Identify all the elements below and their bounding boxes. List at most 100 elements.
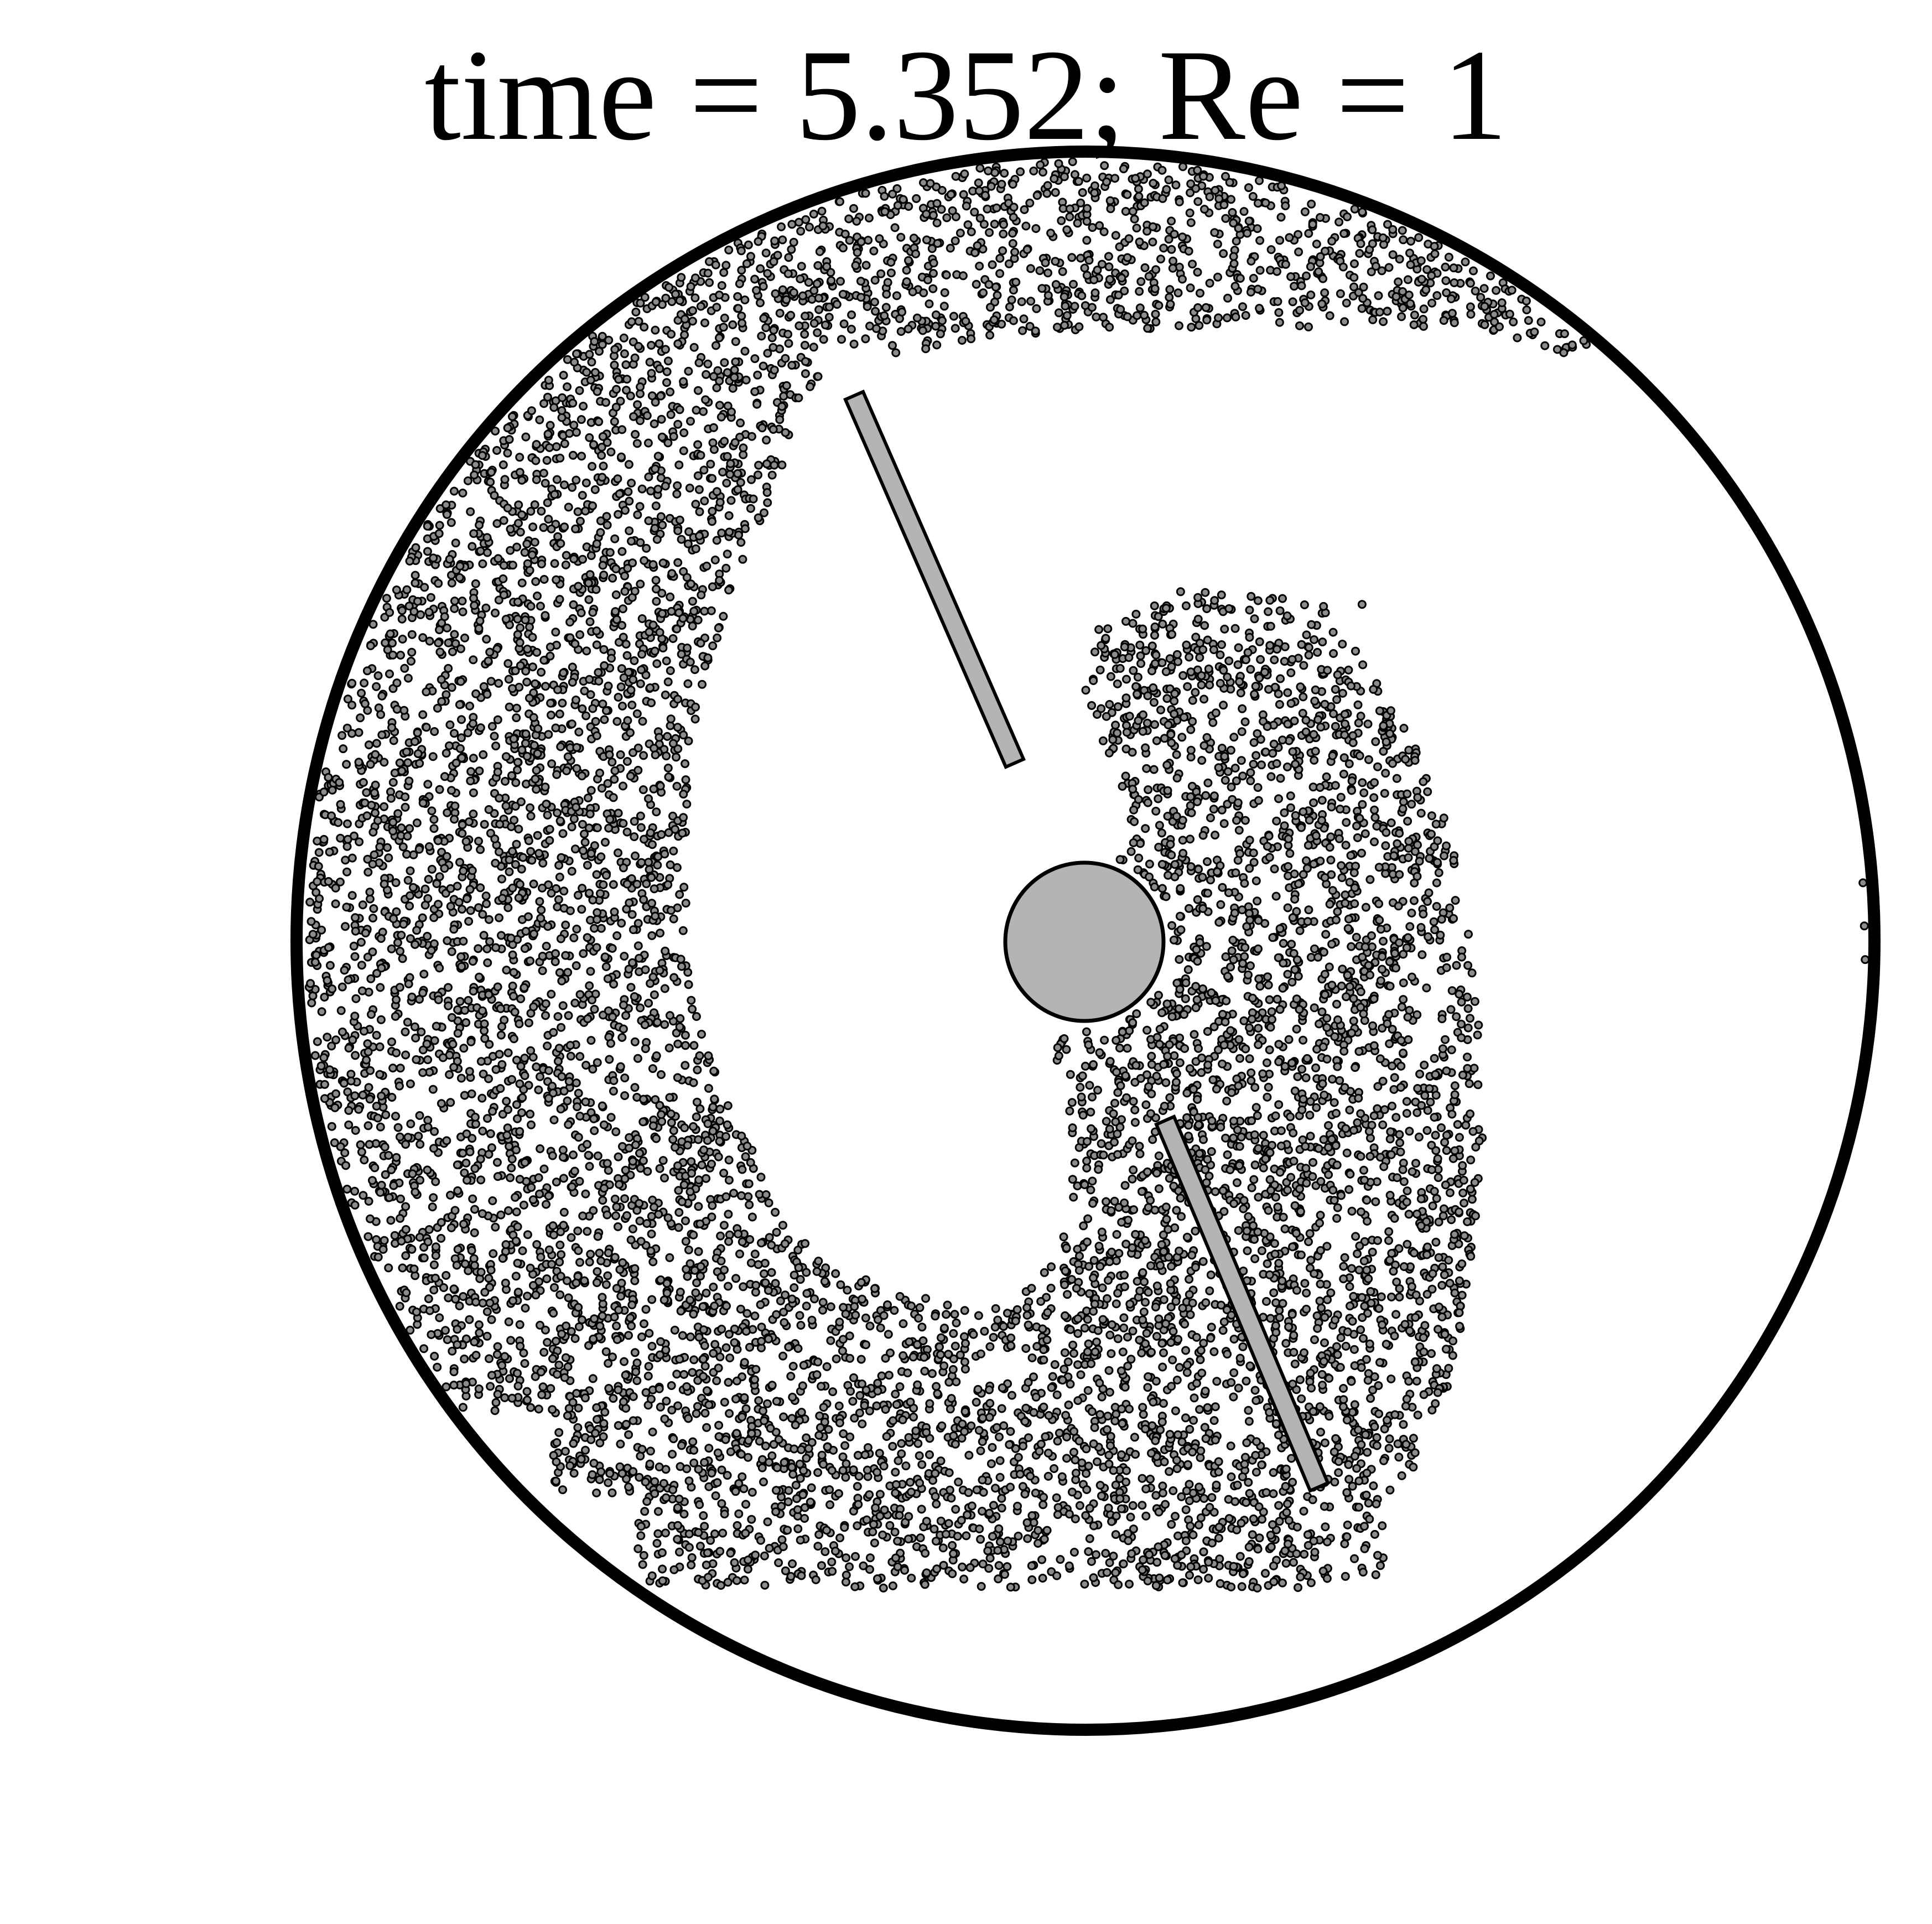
tracer-particle bbox=[617, 547, 627, 556]
tracer-particle bbox=[915, 1303, 925, 1313]
tracer-particle bbox=[705, 278, 714, 287]
tracer-particle bbox=[886, 268, 896, 278]
tracer-particle bbox=[517, 1108, 526, 1117]
tracer-particle bbox=[509, 1034, 518, 1044]
tracer-particle bbox=[1223, 767, 1233, 776]
tracer-particle bbox=[793, 1344, 803, 1353]
tracer-particle bbox=[1156, 1425, 1165, 1434]
tracer-particle bbox=[1067, 1275, 1077, 1284]
tracer-particle bbox=[531, 1290, 541, 1300]
tracer-particle bbox=[1119, 1313, 1129, 1323]
tracer-particle bbox=[1100, 161, 1109, 170]
tracer-particle bbox=[1194, 1482, 1204, 1492]
tracer-particle bbox=[1263, 1092, 1272, 1102]
tracer-particle bbox=[964, 1450, 974, 1460]
tracer-particle bbox=[464, 995, 473, 1005]
tracer-particle bbox=[1142, 764, 1151, 773]
tracer-particle bbox=[485, 1040, 494, 1049]
tracer-particle bbox=[700, 661, 710, 671]
tracer-particle bbox=[1181, 994, 1190, 1003]
tracer-particle bbox=[573, 890, 583, 900]
tracer-particle bbox=[1229, 733, 1239, 742]
tracer-particle bbox=[593, 1267, 602, 1276]
tracer-particle bbox=[855, 1408, 864, 1418]
tracer-particle bbox=[1433, 1154, 1442, 1163]
tracer-particle bbox=[1310, 1003, 1319, 1013]
tracer-particle bbox=[1083, 1214, 1093, 1223]
tracer-particle bbox=[780, 1318, 789, 1327]
tracer-particle bbox=[596, 516, 605, 526]
tracer-particle bbox=[358, 1091, 367, 1100]
tracer-particle bbox=[465, 701, 474, 711]
tracer-particle bbox=[820, 320, 830, 330]
tracer-particle bbox=[1470, 997, 1479, 1006]
tracer-particle bbox=[1143, 691, 1152, 701]
tracer-particle bbox=[1374, 1409, 1384, 1418]
tracer-particle bbox=[1450, 278, 1459, 287]
tracer-particle bbox=[390, 1231, 399, 1240]
tracer-particle bbox=[636, 382, 645, 392]
tracer-particle bbox=[392, 1048, 401, 1057]
tracer-particle bbox=[736, 246, 746, 256]
tracer-particle bbox=[765, 1233, 774, 1242]
tracer-particle bbox=[1156, 255, 1165, 264]
tracer-particle bbox=[1005, 302, 1014, 312]
tracer-particle bbox=[1432, 291, 1442, 300]
tracer-particle bbox=[630, 832, 639, 842]
tracer-particle bbox=[702, 1386, 711, 1396]
tracer-particle bbox=[1416, 256, 1426, 266]
tracer-particle bbox=[490, 732, 499, 741]
tracer-particle bbox=[558, 1145, 568, 1155]
tracer-particle bbox=[1227, 1582, 1236, 1591]
tracer-particle bbox=[535, 415, 544, 424]
tracer-particle bbox=[960, 1332, 969, 1341]
tracer-particle bbox=[679, 813, 688, 822]
tracer-particle bbox=[1120, 1382, 1130, 1392]
tracer-particle bbox=[1069, 1448, 1078, 1457]
tracer-particle bbox=[731, 337, 740, 346]
tracer-particle bbox=[1007, 295, 1016, 304]
tracer-particle bbox=[1382, 1340, 1391, 1349]
tracer-particle bbox=[1318, 637, 1327, 647]
tracer-particle bbox=[1298, 709, 1307, 718]
tracer-particle bbox=[813, 1468, 823, 1477]
tracer-particle bbox=[1373, 1104, 1382, 1113]
tracer-particle bbox=[1286, 699, 1296, 708]
tracer-particle bbox=[508, 684, 517, 693]
tracer-particle bbox=[541, 782, 550, 792]
tracer-particle bbox=[1043, 1471, 1053, 1481]
tracer-particle bbox=[1341, 841, 1351, 850]
tracer-particle bbox=[483, 1114, 492, 1123]
tracer-particle bbox=[1288, 1242, 1297, 1252]
tracer-particle bbox=[1270, 655, 1279, 665]
tracer-particle bbox=[1352, 1464, 1362, 1473]
tracer-particle bbox=[1434, 1325, 1443, 1334]
tracer-particle bbox=[536, 601, 545, 611]
tracer-particle bbox=[991, 1484, 1000, 1493]
tracer-particle bbox=[616, 1439, 625, 1449]
tracer-particle bbox=[991, 1304, 1000, 1313]
tracer-particle bbox=[972, 1398, 981, 1407]
tracer-particle bbox=[658, 1156, 668, 1165]
tracer-particle bbox=[1094, 1242, 1104, 1251]
tracer-particle bbox=[805, 222, 814, 232]
tracer-particle bbox=[505, 855, 514, 864]
tracer-particle bbox=[428, 1085, 438, 1094]
tracer-particle bbox=[1507, 286, 1516, 295]
tracer-particle bbox=[325, 1065, 334, 1075]
tracer-particle bbox=[1340, 1083, 1349, 1092]
tracer-particle bbox=[1367, 267, 1376, 277]
tracer-particle bbox=[1340, 1539, 1349, 1548]
tracer-particle bbox=[1468, 1127, 1478, 1136]
tracer-particle bbox=[633, 1544, 643, 1553]
tracer-particle bbox=[433, 1362, 442, 1372]
tracer-particle bbox=[699, 1355, 708, 1364]
tracer-particle bbox=[1150, 659, 1160, 668]
tracer-particle bbox=[990, 220, 999, 229]
tracer-particle bbox=[1395, 255, 1404, 264]
tracer-particle bbox=[1173, 1531, 1182, 1541]
tracer-particle bbox=[614, 848, 622, 858]
tracer-particle bbox=[717, 528, 726, 538]
tracer-particle bbox=[820, 1417, 829, 1427]
tracer-particle bbox=[1175, 1058, 1185, 1067]
